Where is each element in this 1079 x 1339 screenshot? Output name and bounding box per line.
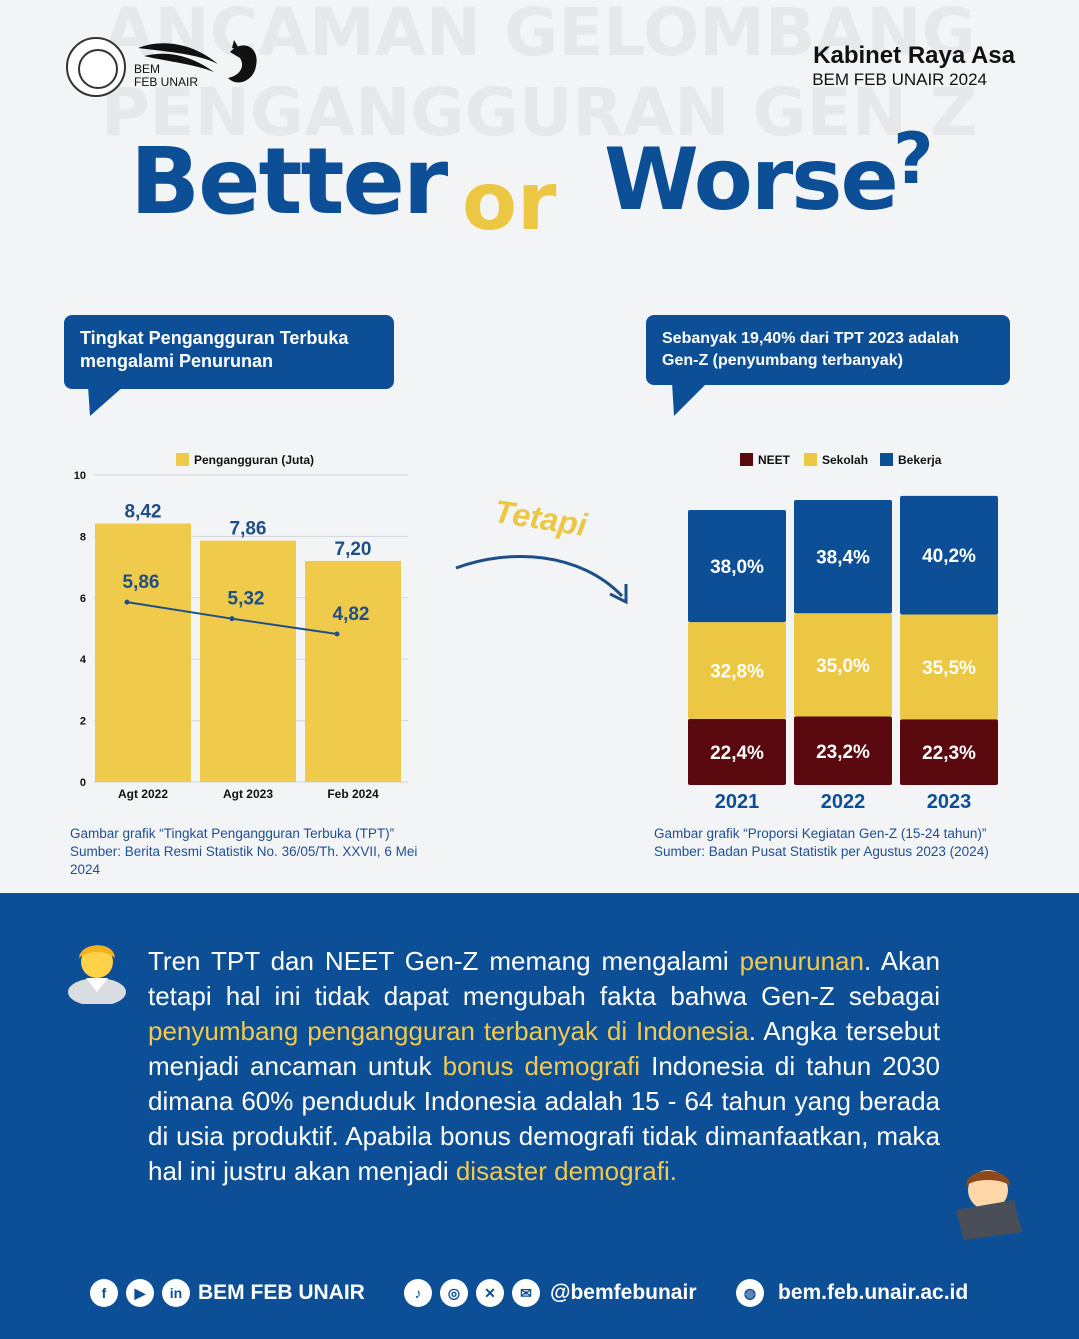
- gen-z-activity-chart: NEET Sekolah Bekerja 22,4% 32,8% 38,0% 2021 23,…: [688, 453, 998, 813]
- segment-value-label: 38,0%: [710, 557, 764, 578]
- x-tick-label: Agt 2022: [118, 787, 168, 801]
- legend-swatch: [740, 453, 753, 466]
- background-title-line2: PENGANGGURAN GEN Z: [101, 74, 978, 151]
- legend-label: NEET: [758, 453, 791, 467]
- legend-swatch: [176, 453, 189, 466]
- globe-icon[interactable]: ◍: [736, 1279, 764, 1307]
- highlight-bonus-demografi: bonus demografi: [442, 1051, 641, 1081]
- connector-label: Tetapi: [491, 492, 590, 544]
- segment-value-label: 22,4%: [710, 743, 764, 764]
- y-tick-label: 10: [74, 470, 86, 482]
- bar: [95, 523, 191, 782]
- y-tick-label: 8: [80, 531, 86, 543]
- bem-wing-logo: [138, 40, 257, 83]
- legend-label: Pengangguran (Juta): [194, 453, 314, 467]
- person-emoji-icon: [68, 945, 126, 1004]
- x-tick-label: 2021: [715, 791, 760, 813]
- tiktok-icon[interactable]: ♪: [404, 1279, 432, 1307]
- connector-arrow: [455, 554, 628, 605]
- linkedin-icon[interactable]: in: [162, 1279, 190, 1307]
- bar-value-label: 7,86: [230, 519, 267, 540]
- right-callout-text: Sebanyak 19,40% dari TPT 2023 adalah Gen…: [662, 330, 960, 369]
- bottom-panel: [0, 893, 1079, 1339]
- x-tick-label: 2022: [821, 791, 866, 813]
- legend-label: Sekolah: [822, 453, 868, 467]
- right-callout-tail: [672, 382, 708, 416]
- body-paragraph: Tren TPT dan NEET Gen-Z memang mengalami…: [148, 944, 940, 1189]
- headline-worse: Worse: [604, 130, 899, 230]
- legend-label: Bekerja: [898, 453, 942, 467]
- trend-point: [334, 631, 340, 637]
- youtube-icon[interactable]: ▶: [126, 1279, 154, 1307]
- left-caption-title: Gambar grafik “Tingkat Pengangguran Terb…: [70, 826, 395, 841]
- trend-point: [124, 599, 130, 605]
- body-text-2: . Akan tetapi hal ini tidak dapat mengub…: [148, 946, 940, 1011]
- instagram-icon[interactable]: ◎: [440, 1279, 468, 1307]
- right-caption-title: Gambar grafik “Proporsi Kegiatan Gen-Z (…: [654, 826, 987, 841]
- segment-value-label: 22,3%: [922, 743, 976, 764]
- email-icon[interactable]: ✉: [512, 1279, 540, 1307]
- body-text-4: Indonesia di tahun 2030 dimana 60% pendu…: [148, 1051, 940, 1186]
- trend-value-label: 4,82: [333, 604, 370, 625]
- facebook-icon[interactable]: f: [90, 1279, 118, 1307]
- segment-value-label: 35,0%: [816, 656, 870, 677]
- bar-value-label: 7,20: [335, 539, 372, 560]
- legend-swatch: [804, 453, 817, 466]
- segment-value-label: 40,2%: [922, 546, 976, 567]
- segment-value-label: 38,4%: [816, 548, 870, 569]
- unemployment-chart: 0 2 4 6 8 10 Pengangguran (Juta) 8,42 Agt 2022 7,…: [74, 453, 408, 801]
- trend-point: [229, 616, 235, 622]
- university-logo: [66, 37, 126, 97]
- left-callout-text: Tingkat Pengangguran Terbuka mengalami P…: [80, 328, 349, 371]
- body-text-1: Tren TPT dan NEET Gen-Z memang mengalami: [148, 946, 740, 976]
- x-tick-label: 2023: [927, 791, 972, 813]
- left-caption: Gambar grafik “Tingkat Pengangguran Terb…: [70, 825, 450, 879]
- bar: [200, 540, 296, 782]
- segment-value-label: 23,2%: [816, 742, 870, 763]
- trend-value-label: 5,86: [123, 572, 160, 593]
- headline-question: ?: [893, 118, 934, 200]
- stacked-segment: [900, 614, 998, 720]
- footer-handle[interactable]: @bemfebunair: [550, 1281, 697, 1304]
- segment-value-label: 32,8%: [710, 662, 764, 683]
- legend-swatch: [880, 453, 893, 466]
- highlight-penurunan: penurunan: [739, 946, 864, 976]
- left-caption-source: Sumber: Berita Resmi Statistik No. 36/05…: [70, 844, 418, 877]
- cabinet-title: Kabinet Raya Asa: [813, 42, 1015, 69]
- bar: [305, 560, 401, 782]
- x-icon[interactable]: ✕: [476, 1279, 504, 1307]
- left-callout: Tingkat Pengangguran Terbuka mengalami P…: [64, 315, 394, 389]
- stacked-segment: [688, 510, 786, 623]
- footer-account-name[interactable]: BEM FEB UNAIR: [198, 1281, 365, 1304]
- stacked-segment: [794, 613, 892, 717]
- stacked-segment: [900, 719, 998, 785]
- laptop-person-emoji-icon: [956, 1170, 1022, 1240]
- right-callout: Sebanyak 19,40% dari TPT 2023 adalah Gen…: [646, 315, 1010, 385]
- right-caption-source: Sumber: Badan Pusat Statistik per Agustu…: [654, 844, 989, 859]
- headline-better: Better: [130, 128, 448, 235]
- bar-value-label: 8,42: [125, 502, 162, 523]
- y-tick-label: 4: [80, 654, 87, 666]
- y-tick-label: 2: [80, 716, 86, 728]
- stacked-segment: [794, 716, 892, 785]
- segment-value-label: 35,5%: [922, 658, 976, 679]
- stacked-segment: [900, 495, 998, 615]
- x-tick-label: Feb 2024: [327, 787, 379, 801]
- highlight-penyumbang: penyumbang pengangguran terbanyak di Ind…: [148, 1016, 749, 1046]
- y-tick-label: 6: [80, 593, 86, 605]
- cabinet-subtitle: BEM FEB UNAIR 2024: [812, 70, 987, 89]
- trend-value-label: 5,32: [228, 589, 265, 610]
- body-text-3: . Angka tersebut menjadi ancaman untuk: [148, 1016, 940, 1081]
- stacked-segment: [688, 622, 786, 719]
- x-tick-label: Agt 2023: [223, 787, 273, 801]
- headline-or: or: [462, 155, 557, 248]
- highlight-disaster-demografi: disaster demografi.: [455, 1156, 677, 1186]
- right-caption: Gambar grafik “Proporsi Kegiatan Gen-Z (…: [654, 825, 1034, 861]
- left-callout-tail: [88, 386, 124, 416]
- stacked-segment: [794, 500, 892, 614]
- footer-website[interactable]: bem.feb.unair.ac.id: [778, 1281, 969, 1304]
- y-tick-label: 0: [80, 777, 86, 789]
- bem-logo-text: BEM FEB UNAIR: [134, 62, 199, 89]
- stacked-segment: [688, 718, 786, 785]
